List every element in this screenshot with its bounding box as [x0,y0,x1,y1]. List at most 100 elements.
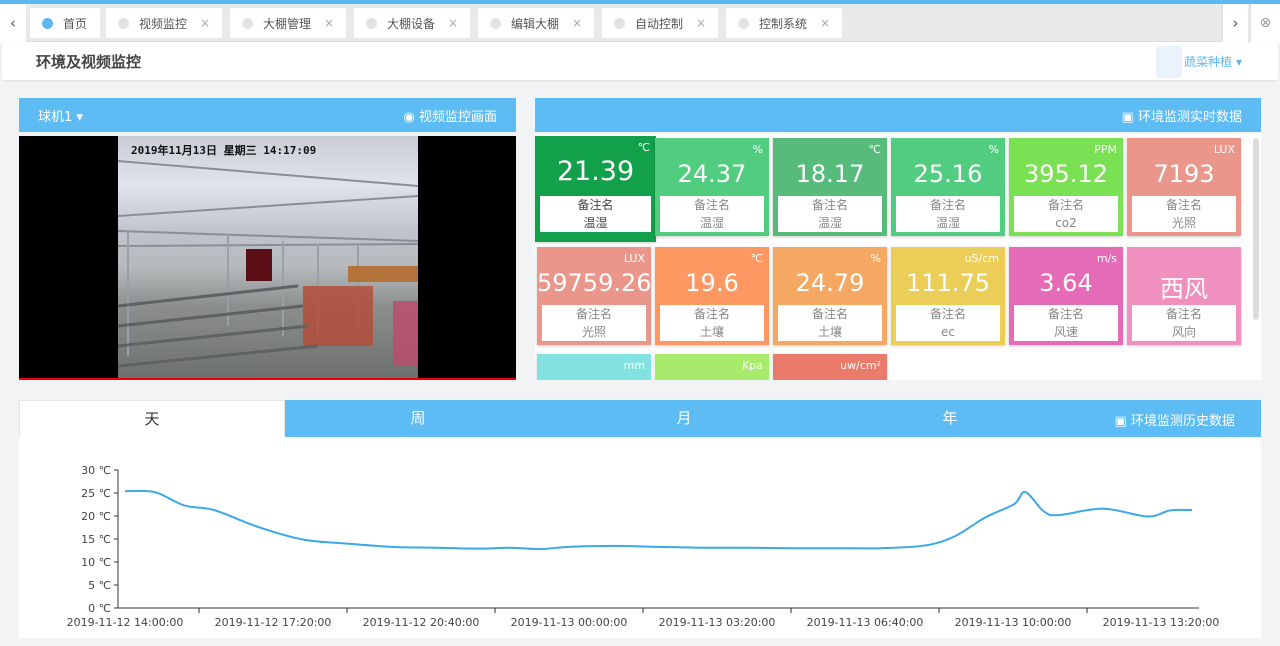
tile-unit: % [752,143,763,156]
realtime-title: ▣ 环境监测实时数据 [1122,106,1242,125]
sensor-tile[interactable]: % 24.79 备注名 土壤 [773,247,887,345]
tab-close-icon[interactable]: × [571,16,582,30]
tab-close-icon[interactable]: × [323,16,334,30]
x-tick-label: 2019-11-12 20:40:00 [363,616,480,629]
tile-value: 24.37 [677,160,747,188]
tile-note: 备注名 [1047,198,1084,212]
tile-value: 25.16 [913,160,983,188]
video-player[interactable]: 2019年11月13日 星期三 14:17:09 [19,136,516,380]
tab-close-icon[interactable]: × [695,16,706,30]
sensor-tile[interactable]: % 25.16 备注名温湿 [891,138,1005,236]
tile-unit: LUX [1213,143,1235,156]
x-tick-label: 2019-11-13 00:00:00 [511,616,628,629]
video-frame [118,136,418,378]
tab-5[interactable]: 自动控制 × [602,8,718,38]
tiles-scrollbar[interactable] [1253,138,1259,320]
tab-close-icon[interactable]: × [819,16,830,30]
tile-name: 温湿 [935,216,960,230]
tile-name: 光照 [1171,216,1196,230]
tab-label: 编辑大棚 [511,16,560,31]
tab-label: 控制系统 [759,16,808,31]
x-tick-label: 2019-11-12 14:00:00 [67,616,184,629]
sensor-tile[interactable]: uS/cm 111.75 备注名 ec [891,247,1005,345]
page-title: 环境及视频监控 [36,53,142,71]
tile-value: 21.39 [556,156,635,187]
tab-3[interactable]: 大棚设备 × [354,8,470,38]
tile-label: 备注名 土壤 [778,305,882,341]
tile-name: 土壤 [699,325,724,339]
tab-status-dot-icon [242,17,253,29]
close-all-tabs-icon[interactable]: ⊗ [1250,4,1280,42]
history-tab-2[interactable]: 月 [676,409,692,427]
tab-label: 自动控制 [635,16,684,31]
tab-2[interactable]: 大棚管理 × [230,8,346,38]
sensor-tile[interactable]: mm [537,354,651,380]
user-menu[interactable]: 蔬菜种植 ▾ [1184,53,1242,70]
video-title: ◉ 视频监控画面 [404,106,498,125]
sensor-tile[interactable]: Kpa [655,354,769,380]
tile-value: 111.75 [906,269,990,297]
tab-0[interactable]: 首页 [30,8,100,38]
sensor-tile[interactable]: 西风 备注名 风向 [1127,247,1241,345]
page-header: 环境及视频监控 蔬菜种植 ▾ [2,42,1278,80]
video-timestamp: 2019年11月13日 星期三 14:17:09 [131,144,317,157]
y-tick-label: 10 ℃ [81,556,111,569]
y-tick-label: 25 ℃ [81,487,111,500]
tile-label: 备注名 co2 [1014,196,1118,232]
sensor-tile[interactable]: ℃ 21.39 备注名 温湿 [535,136,656,242]
sensor-tile[interactable]: LUX 59759.26 备注名 光照 [537,247,652,345]
tile-value: 7193 [1153,160,1215,188]
history-tab-1[interactable]: 周 [410,409,426,427]
y-tick-label: 0 ℃ [88,602,111,615]
sensor-tile[interactable]: m/s 3.64 备注名 风速 [1009,247,1123,345]
tile-unit: % [988,143,999,156]
y-tick-label: 15 ℃ [81,533,111,546]
camera-icon: ◉ [403,109,415,125]
tile-name: 温湿 [583,216,608,230]
sensor-tile[interactable]: % 24.37 备注名 温湿 [655,138,769,236]
tile-name: 光照 [581,325,606,339]
tile-note: 备注名 [1165,198,1202,212]
tile-unit: Kpa [742,359,763,372]
tab-next-button[interactable]: › [1222,4,1248,42]
tile-unit: mm [623,359,645,372]
realtime-panel-header: ▣ 环境监测实时数据 [535,98,1261,132]
avatar[interactable] [1156,46,1182,78]
monitor-icon: ▣ [1121,109,1134,125]
history-panel: 天 周 月 年 ▣ 环境监测历史数据 0 ℃ 5 ℃ 10 ℃ 15 ℃ 20 ℃ 25 ℃ 30… [19,400,1261,638]
tab-status-dot-icon [738,17,749,29]
history-tab-0[interactable]: 天 [19,400,285,437]
tile-value: 西风 [1160,275,1208,303]
tile-unit: % [870,252,881,265]
realtime-title-label: 环境监测实时数据 [1137,109,1242,125]
tile-unit: uS/cm [964,252,999,265]
x-tick-label: 2019-11-12 17:20:00 [215,616,332,629]
sensor-tile[interactable]: ℃ 18.17 备注名 温湿 [773,138,887,236]
tab-4[interactable]: 编辑大棚 × [478,8,594,38]
tab-close-icon[interactable]: × [447,16,458,30]
tile-unit: LUX [623,252,645,265]
tile-value: 18.17 [795,160,865,188]
y-tick-label: 5 ℃ [88,579,111,592]
tile-note: 备注名 [811,198,848,212]
tab-1[interactable]: 视频监控 × [106,8,222,38]
history-tab-3[interactable]: 年 [942,409,958,427]
tile-name: co2 [1055,216,1077,230]
tab-6[interactable]: 控制系统 × [726,8,842,38]
camera-select[interactable]: 球机1 ▾ [38,106,83,125]
sensor-tile[interactable]: LUX 7193 备注名光照 [1127,138,1241,236]
sensor-tile[interactable]: uw/cm² [773,354,887,380]
tile-note: 备注名 [577,198,614,212]
tile-label: 备注名 温湿 [540,196,651,232]
user-menu-label: 蔬菜种植 [1184,55,1233,69]
sensor-tile[interactable]: ℃ 19.6 备注名 土壤 [655,247,769,345]
tab-status-dot-icon [490,17,501,29]
tile-note: 备注名 [929,198,966,212]
sensor-tile[interactable]: PPM 395.12 备注名 co2 [1009,138,1123,236]
tab-close-icon[interactable]: × [199,16,210,30]
tile-name: ec [941,325,955,339]
greenhouse-image [118,160,418,368]
tile-note: 备注名 [693,198,730,212]
tab-prev-button[interactable]: ‹ [0,4,26,42]
top-accent-bar [0,0,1280,4]
